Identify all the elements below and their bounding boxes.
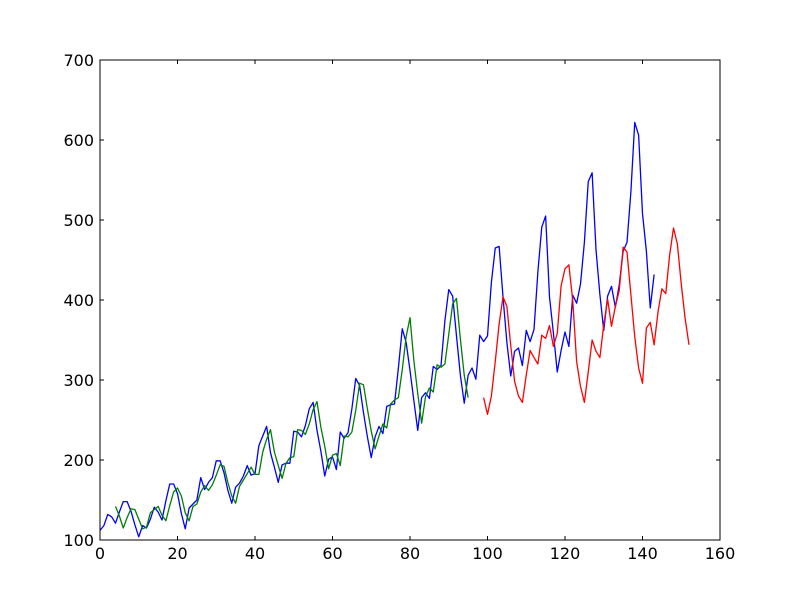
y-tick-label: 600 <box>63 131 94 150</box>
x-tick-label: 80 <box>400 544 420 563</box>
x-tick-label: 60 <box>322 544 342 563</box>
y-tick-label: 400 <box>63 291 94 310</box>
x-tick-label: 0 <box>95 544 105 563</box>
y-tick-label: 500 <box>63 211 94 230</box>
series-line-1 <box>114 297 469 530</box>
series-layer <box>99 121 690 538</box>
tick-labels: 0 20 40 60 80 100 120 140 160 100 200 300 400 500 600 7… <box>63 51 735 563</box>
plot-frame <box>99 59 721 541</box>
y-tick-label: 100 <box>63 531 94 550</box>
x-tick-label: 40 <box>245 544 265 563</box>
x-tick-label: 20 <box>167 544 187 563</box>
x-tick-label: 100 <box>472 544 503 563</box>
x-tick-label: 140 <box>627 544 658 563</box>
y-tick-label: 700 <box>63 51 94 70</box>
x-tick-label: 120 <box>550 544 581 563</box>
x-tick-label: 160 <box>705 544 736 563</box>
series-line-2 <box>482 227 690 416</box>
series-line-0 <box>99 121 655 538</box>
y-tick-label: 200 <box>63 451 94 470</box>
y-tick-label: 300 <box>63 371 94 390</box>
plot-area <box>100 60 720 540</box>
